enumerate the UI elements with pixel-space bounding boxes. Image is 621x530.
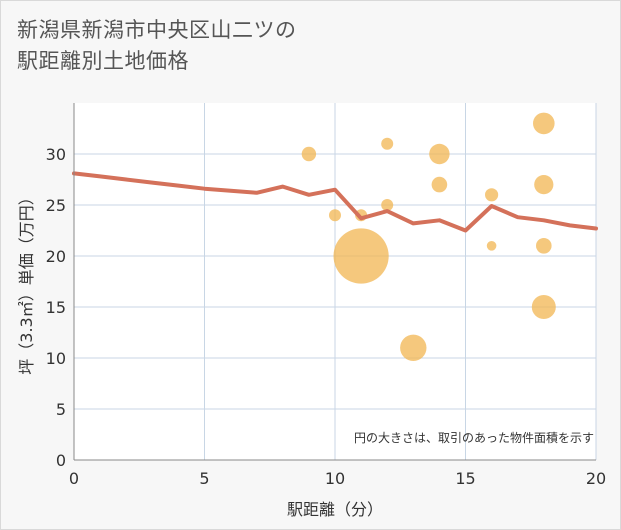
y-tick-label: 5 bbox=[56, 400, 66, 419]
bubble-point bbox=[381, 137, 394, 150]
chart-title: 新潟県新潟市中央区山二ツの 駅距離別土地価格 bbox=[17, 15, 297, 77]
x-tick-label: 10 bbox=[325, 469, 345, 488]
bubble-point bbox=[531, 295, 556, 319]
chart-title-line-1: 新潟県新潟市中央区山二ツの bbox=[17, 18, 297, 42]
average-price-line bbox=[72, 171, 598, 233]
y-tick-label: 0 bbox=[56, 451, 66, 470]
bubble-point bbox=[486, 241, 497, 251]
x-tick-label: 0 bbox=[69, 469, 79, 488]
bubble-point bbox=[333, 228, 389, 284]
bubble-point bbox=[301, 146, 317, 162]
y-axis-label: 坪（3.3㎡）単価（万円） bbox=[17, 189, 36, 374]
grid-lines bbox=[74, 103, 597, 460]
axes bbox=[73, 103, 596, 461]
bubble-size-note: 円の大きさは、取引のあった物件面積を示す bbox=[354, 430, 594, 445]
bubble-point bbox=[329, 209, 341, 222]
y-tick-label: 15 bbox=[46, 298, 66, 317]
bubble-point bbox=[381, 199, 394, 211]
bubble-point bbox=[533, 112, 555, 135]
tick-labels: 0 5 10 15 20 0 5 10 15 20 25 30 bbox=[46, 145, 607, 488]
bubble-point bbox=[485, 188, 499, 202]
y-tick-label: 10 bbox=[46, 349, 66, 368]
bubble-point bbox=[534, 175, 554, 195]
bubble-point bbox=[400, 334, 427, 361]
bubble-point bbox=[536, 238, 552, 254]
bubble-point bbox=[431, 176, 448, 193]
bubble-series bbox=[301, 112, 556, 361]
average-line-series bbox=[72, 171, 598, 233]
y-tick-label: 30 bbox=[46, 145, 66, 164]
chart-title-line-2: 駅距離別土地価格 bbox=[17, 49, 189, 73]
bubble-point bbox=[429, 143, 450, 165]
x-tick-label: 5 bbox=[199, 469, 209, 488]
x-axis-label: 駅距離（分） bbox=[287, 500, 383, 519]
x-tick-label: 15 bbox=[455, 469, 475, 488]
y-tick-label: 20 bbox=[46, 247, 66, 266]
y-tick-label: 25 bbox=[46, 196, 66, 215]
x-tick-label: 20 bbox=[586, 469, 606, 488]
